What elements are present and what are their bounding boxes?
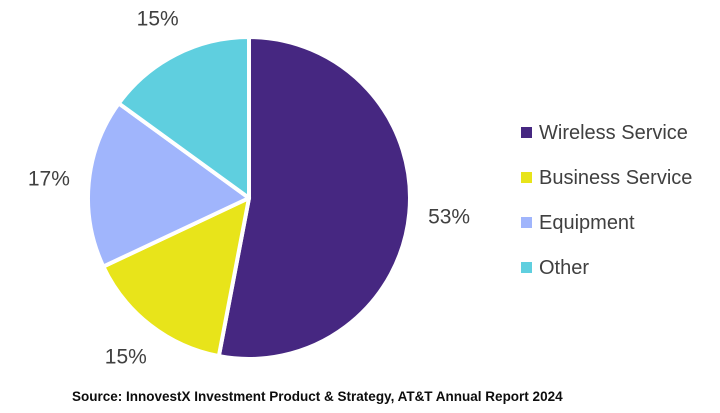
source-note: Source: InnovestX Investment Product & S… [72, 389, 563, 404]
pie-label-other: 15% [137, 7, 179, 30]
legend-item-business-service: Business Service [521, 155, 692, 200]
legend-label-other: Other [539, 256, 590, 279]
legend-label-business-service: Business Service [539, 166, 693, 189]
pie-slice-wireless-service [216, 35, 412, 361]
legend-label-wireless-service: Wireless Service [539, 121, 688, 144]
pie-slice-business-service [101, 196, 251, 359]
legend-swatch-business-service [521, 172, 532, 183]
legend-swatch-other [521, 262, 532, 273]
pie-label-business-service: 15% [105, 345, 147, 368]
legend-label-equipment: Equipment [539, 211, 635, 234]
pie-slice-equipment [86, 101, 251, 269]
legend-item-wireless-service: Wireless Service [521, 110, 692, 155]
legend-item-other: Other [521, 245, 692, 290]
legend-swatch-equipment [521, 217, 532, 228]
pie-slice-other [116, 35, 251, 200]
pie-label-equipment: 17% [28, 168, 70, 191]
legend: Wireless Service Business Service Equipmen… [521, 110, 692, 290]
pie-label-wireless-service: 53% [428, 205, 470, 228]
legend-swatch-wireless-service [521, 127, 532, 138]
legend-item-equipment: Equipment [521, 200, 692, 245]
